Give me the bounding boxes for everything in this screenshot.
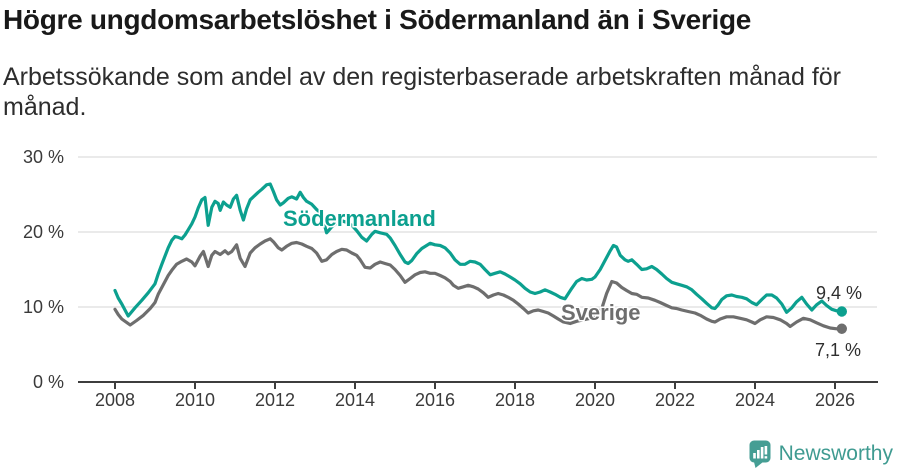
page-title: Högre ungdomsarbetslöshet i Södermanland… — [3, 4, 752, 35]
series-label-sverige: Sverige — [561, 300, 641, 325]
x-tick-label: 2016 — [415, 390, 455, 410]
brand-name: Newsworthy — [778, 442, 893, 465]
y-tick-label: 0 % — [33, 372, 64, 392]
series-lines — [113, 182, 847, 334]
x-tick-label: 2022 — [655, 390, 695, 410]
x-axis: 2008 2010 2012 2014 2016 2018 2020 2022 2024 2026 — [78, 381, 878, 410]
end-value-sodermanland: 9,4 % — [816, 283, 862, 303]
newsworthy-logo[interactable]: Newsworthy — [749, 440, 893, 468]
series-label-sodermanland: Södermanland — [283, 206, 436, 231]
x-tick-label: 2024 — [735, 390, 775, 410]
x-tick-label: 2008 — [95, 390, 135, 410]
chart-subtitle: Arbetssökande som andel av den registerb… — [3, 62, 841, 122]
series-end-dot-sverige — [836, 323, 847, 334]
y-tick-label: 20 % — [23, 222, 64, 242]
chart-subtitle-line1: Arbetssökande som andel av den registerb… — [3, 63, 841, 91]
x-tick-label: 2014 — [335, 390, 375, 410]
x-tick-label: 2020 — [575, 390, 615, 410]
bar-chart-pin-icon — [749, 440, 771, 468]
end-value-sverige: 7,1 % — [815, 340, 861, 360]
y-tick-label: 10 % — [23, 297, 64, 317]
x-tick-label: 2010 — [175, 390, 215, 410]
x-tick-label: 2026 — [815, 390, 855, 410]
series-end-dot-södermanland — [836, 306, 847, 317]
series-line-södermanland — [113, 182, 844, 318]
x-tick-label: 2012 — [255, 390, 295, 410]
y-tick-label: 30 % — [23, 147, 64, 167]
x-tick-label: 2018 — [495, 390, 535, 410]
series-line-sverige — [113, 237, 844, 331]
chart-subtitle-line2: månad. — [3, 93, 87, 121]
gridlines — [78, 156, 877, 308]
y-axis-labels: 0 % 10 % 20 % 30 % — [23, 147, 64, 392]
